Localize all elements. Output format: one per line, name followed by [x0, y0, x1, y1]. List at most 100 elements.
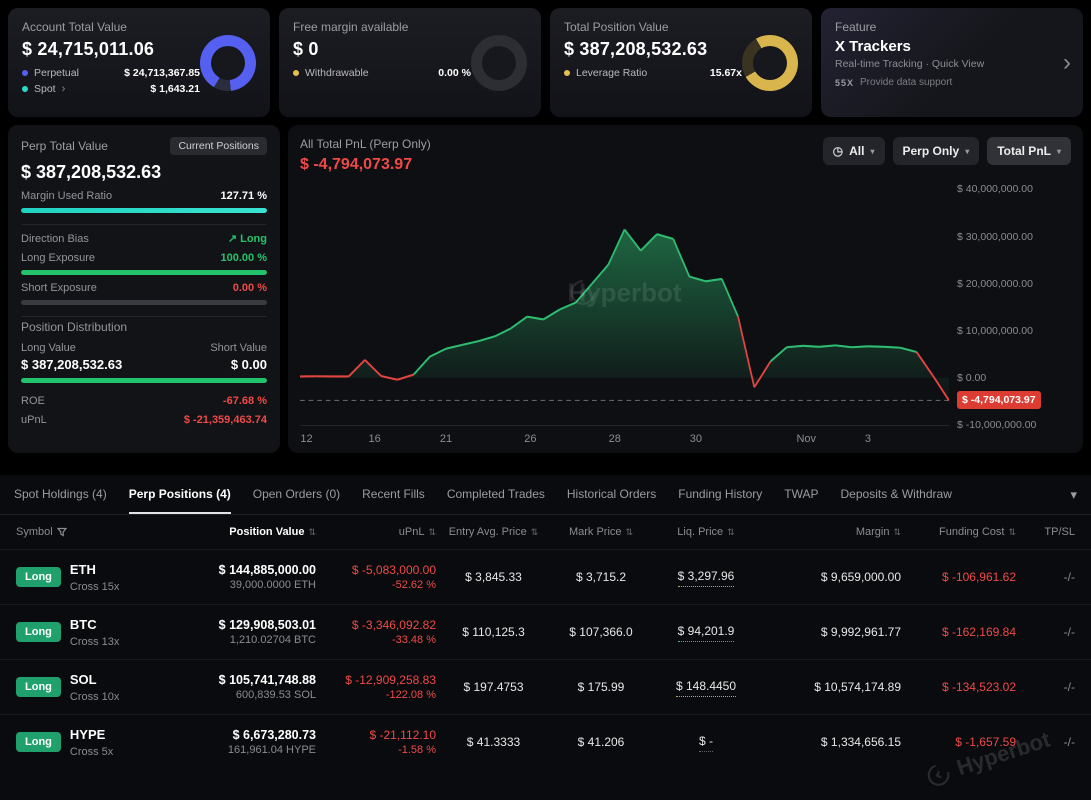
divider: [21, 224, 267, 225]
tpsl-value[interactable]: -/-: [1063, 680, 1075, 694]
position-row-hype[interactable]: Long HYPE Cross 5x $ 6,673,280.73 161,96…: [0, 714, 1091, 769]
direction-bias-label: Direction Bias: [21, 232, 89, 245]
tab-recent-fills[interactable]: Recent Fills: [362, 486, 425, 501]
partner-logo: 55X: [835, 77, 855, 88]
header-symbol[interactable]: Symbol: [16, 526, 136, 538]
x-tick-label: Nov: [796, 433, 816, 445]
header-mark-price[interactable]: Mark Price ⇅: [568, 526, 634, 538]
header-liq-price[interactable]: Liq. Price ⇅: [677, 526, 735, 538]
symbol: BTC: [69, 617, 97, 632]
mark-price: $ 3,715.2: [575, 570, 627, 584]
perp-total-value-label: Perp Total Value: [21, 139, 108, 153]
position-donut-chart: [742, 34, 798, 91]
margin-used-label: Margin Used Ratio: [21, 190, 113, 202]
leverage: Cross 15x: [69, 581, 120, 593]
funding-cost: $ -106,961.62: [941, 570, 1016, 584]
position-value: $ 6,673,280.73: [232, 728, 316, 742]
total-position-value-card: Total Position Value $ 387,208,532.63 Le…: [550, 8, 812, 117]
x-tick-label: 28: [608, 433, 621, 445]
free-margin-value: $ 0: [293, 39, 319, 59]
card-title: Account Total Value: [22, 20, 127, 34]
tab-perp-positions[interactable]: Perp Positions (4): [128, 475, 231, 514]
scope-dropdown[interactable]: Perp Only ▾: [892, 137, 980, 165]
x-tick-label: 26: [524, 433, 537, 445]
tab-spot-holdings[interactable]: Spot Holdings (4): [14, 486, 107, 501]
long-exposure-value: 100.00 %: [220, 252, 267, 264]
current-pnl-badge: $ -4,794,073.97: [957, 391, 1041, 410]
x-tick-label: 12: [300, 433, 313, 445]
collapse-section-button[interactable]: ▾: [1070, 486, 1077, 502]
upnl-value: $ -3,346,092.82: [351, 618, 436, 632]
upnl-value: $ -21,112.10: [369, 728, 437, 742]
metric-value: Total PnL: [997, 144, 1051, 158]
entry-price: $ 110,125.3: [462, 625, 525, 639]
card-title: Free margin available: [293, 20, 409, 34]
liq-price[interactable]: $ 3,297.96: [677, 569, 735, 587]
position-size: 1,210.02704 BTC: [229, 634, 316, 646]
liq-price[interactable]: $ 148.4450: [675, 679, 737, 697]
y-tick-label: $ -10,000,000.00: [957, 419, 1037, 431]
metric-dropdown[interactable]: Total PnL ▾: [987, 137, 1071, 165]
liq-price[interactable]: $ -: [698, 734, 713, 752]
current-positions-badge[interactable]: Current Positions: [170, 137, 267, 155]
mark-price: $ 107,366.0: [569, 625, 633, 639]
tab-completed-trades[interactable]: Completed Trades: [446, 486, 545, 501]
header-position-value[interactable]: Position Value ⇅: [229, 526, 316, 538]
filter-icon[interactable]: [56, 527, 67, 537]
entry-price: $ 3,845.33: [465, 570, 522, 584]
x-tick-label: 3: [864, 433, 871, 445]
symbol: ETH: [69, 562, 96, 577]
header-margin[interactable]: Margin ⇅: [855, 526, 901, 538]
header-funding-cost[interactable]: Funding Cost ⇅: [939, 526, 1016, 538]
position-distribution-label: Position Distribution: [21, 320, 128, 334]
margin-value: $ 9,659,000.00: [820, 570, 901, 584]
tab-funding-history[interactable]: Funding History: [678, 486, 763, 501]
header-entry-price[interactable]: Entry Avg. Price ⇅: [448, 526, 539, 538]
withdrawable-label: Withdrawable: [305, 67, 369, 79]
x-tick-label: 16: [368, 433, 381, 445]
feature-card[interactable]: Feature X Trackers Real-time Tracking · …: [821, 8, 1083, 117]
spot-value: $ 1,643.21: [150, 83, 200, 95]
tab-twap[interactable]: TWAP: [784, 486, 819, 501]
sort-icon: ⇅: [727, 526, 735, 537]
roe-label: ROE: [21, 395, 45, 407]
position-row-btc[interactable]: Long BTC Cross 13x $ 129,908,503.01 1,21…: [0, 604, 1091, 659]
sort-icon: ⇅: [530, 526, 539, 537]
time-range-dropdown[interactable]: ◷ All ▾: [822, 137, 885, 165]
tab-historical-orders[interactable]: Historical Orders: [566, 486, 657, 501]
chevron-down-icon: ▾: [870, 146, 875, 156]
withdrawable-row: Withdrawable 0.00 %: [293, 67, 471, 79]
tpsl-value[interactable]: -/-: [1063, 625, 1075, 639]
long-value: $ 387,208,532.63: [21, 357, 123, 372]
feature-name: X Trackers: [835, 38, 911, 55]
symbol: SOL: [69, 672, 97, 687]
long-value-label: Long Value: [21, 342, 76, 354]
entry-price: $ 41.3333: [466, 735, 521, 749]
header-tpsl: TP/SL: [1044, 526, 1075, 538]
long-exposure-label: Long Exposure: [21, 252, 95, 264]
side-badge: Long: [16, 732, 61, 752]
side-badge: Long: [16, 677, 61, 697]
upnl-value: $ -21,359,463.74: [183, 414, 267, 426]
pnl-title: All Total PnL (Perp Only): [300, 137, 431, 151]
y-tick-label: $ 20,000,000.00: [957, 277, 1033, 290]
upnl-pct: -52.62 %: [391, 579, 436, 591]
pnl-plot-area[interactable]: Hyperbot: [300, 180, 949, 425]
roe-value: -67.68 %: [222, 395, 267, 407]
sort-icon: ⇅: [625, 526, 634, 537]
account-donut-chart: [200, 34, 256, 91]
side-badge: Long: [16, 622, 61, 642]
x-axis: 12 16 21 26 28 30 Nov 3: [300, 425, 949, 449]
tpsl-value[interactable]: -/-: [1063, 735, 1075, 749]
tab-deposits-withdrawals[interactable]: Deposits & Withdraw: [840, 486, 952, 501]
chevron-right-icon[interactable]: ›: [1063, 48, 1071, 76]
position-row-sol[interactable]: Long SOL Cross 10x $ 105,741,748.88 600,…: [0, 659, 1091, 714]
tab-open-orders[interactable]: Open Orders (0): [252, 486, 341, 501]
spot-row[interactable]: Spot › $ 1,643.21: [22, 83, 200, 95]
y-tick-label: $ 40,000,000.00: [957, 183, 1033, 196]
liq-price[interactable]: $ 94,201.9: [677, 624, 735, 642]
position-row-eth[interactable]: Long ETH Cross 15x $ 144,885,000.00 39,0…: [0, 549, 1091, 604]
header-upnl[interactable]: uPnL ⇅: [398, 526, 436, 538]
summary-cards-row: Account Total Value $ 24,715,011.06 Perp…: [0, 0, 1091, 117]
tpsl-value[interactable]: -/-: [1063, 570, 1075, 584]
